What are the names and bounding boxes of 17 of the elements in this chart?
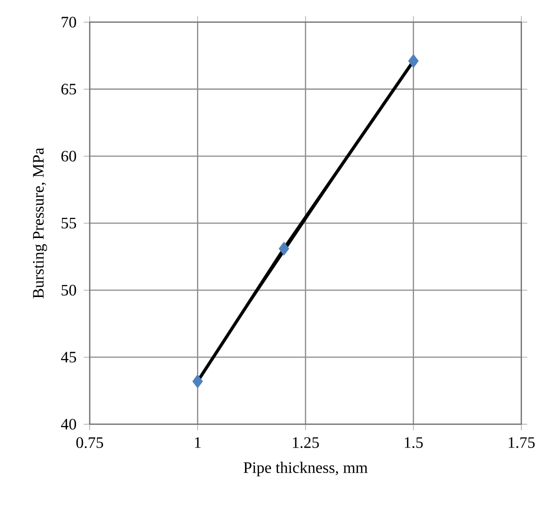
- y-tick-label: 40: [61, 418, 76, 430]
- x-tick-label: 1.75: [508, 437, 535, 448]
- y-tick-label: 50: [62, 284, 76, 296]
- y-tick-label: 65: [61, 84, 76, 94]
- y-tick-label: 60: [61, 150, 76, 162]
- y-axis-title: Bursting Pressure, MPa: [32, 148, 48, 298]
- x-axis-title: Pipe thickness, mm: [244, 462, 368, 476]
- y-tick-label: 45: [61, 352, 76, 362]
- point: [278, 242, 290, 256]
- x-tick-label: 1.25: [292, 437, 319, 448]
- point: [408, 54, 419, 68]
- point: [192, 374, 203, 388]
- x-tick-label: 0.75: [76, 437, 104, 448]
- x-tick-label: 1.5: [404, 437, 423, 448]
- y-tick-label: 70: [62, 16, 76, 28]
- x-tick-label: 1: [195, 437, 201, 448]
- y-tick-label: 55: [62, 218, 76, 228]
